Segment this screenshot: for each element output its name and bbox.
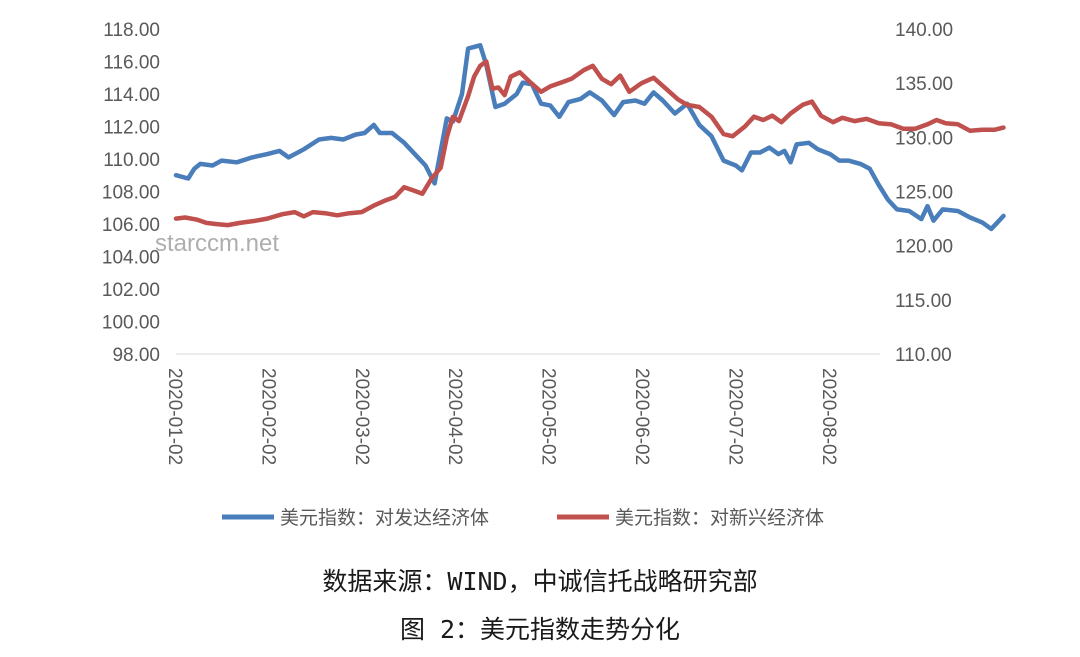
x-tick-label: 2020-02-02 — [257, 368, 278, 465]
left-tick-label: 112.00 — [103, 118, 160, 139]
left-tick-label: 106.00 — [102, 215, 160, 236]
legend: 美元指数：对发达经济体 美元指数：对新兴经济体 — [222, 507, 824, 529]
left-tick-label: 114.00 — [103, 85, 160, 106]
left-tick-label: 110.00 — [103, 150, 160, 171]
left-tick-label: 100.00 — [102, 313, 160, 334]
right-tick-label: 125.00 — [895, 183, 953, 204]
series-line-developed — [173, 43, 1006, 232]
legend-label: 美元指数：对发达经济体 — [280, 507, 489, 529]
x-axis-tick-labels: 2020-01-02 2020-02-02 2020-03-02 2020-04-02… — [164, 368, 839, 465]
x-tick-label: 2020-01-02 — [164, 368, 185, 465]
legend-label: 美元指数：对新兴经济体 — [615, 507, 824, 529]
right-tick-label: 140.00 — [895, 20, 953, 41]
x-tick-label: 2020-06-02 — [631, 368, 652, 465]
watermark: starccm.net — [155, 230, 280, 257]
series-line-emerging — [173, 59, 1006, 228]
series-lines — [173, 43, 1006, 232]
line-chart: 98.00 100.00 102.00 104.00 106.00 108.00 110.0… — [102, 20, 1006, 529]
left-tick-label: 98.00 — [112, 345, 160, 366]
left-tick-label: 104.00 — [102, 248, 160, 269]
left-tick-label: 116.00 — [103, 53, 160, 74]
x-tick-label: 2020-05-02 — [538, 368, 559, 465]
x-tick-label: 2020-04-02 — [444, 368, 465, 465]
right-tick-label: 135.00 — [895, 74, 953, 95]
x-tick-label: 2020-08-02 — [818, 368, 839, 465]
figure-caption: 图 2：美元指数走势分化 — [399, 615, 681, 644]
right-axis-tick-labels: 110.00 115.00 120.00 125.00 130.00 135.00 140.… — [895, 20, 953, 366]
left-tick-label: 118.00 — [103, 20, 160, 41]
right-tick-label: 110.00 — [895, 345, 952, 366]
left-tick-label: 102.00 — [102, 280, 160, 301]
left-tick-label: 108.00 — [102, 183, 160, 204]
x-tick-label: 2020-07-02 — [724, 368, 745, 465]
right-tick-label: 120.00 — [895, 237, 953, 258]
x-tick-label: 2020-03-02 — [351, 368, 372, 465]
left-axis-tick-labels: 98.00 100.00 102.00 104.00 106.00 108.00 110.0… — [102, 20, 160, 366]
right-tick-label: 115.00 — [895, 291, 952, 312]
source-caption: 数据来源：WIND，中诚信托战略研究部 — [322, 567, 758, 596]
right-tick-label: 130.00 — [895, 128, 953, 149]
